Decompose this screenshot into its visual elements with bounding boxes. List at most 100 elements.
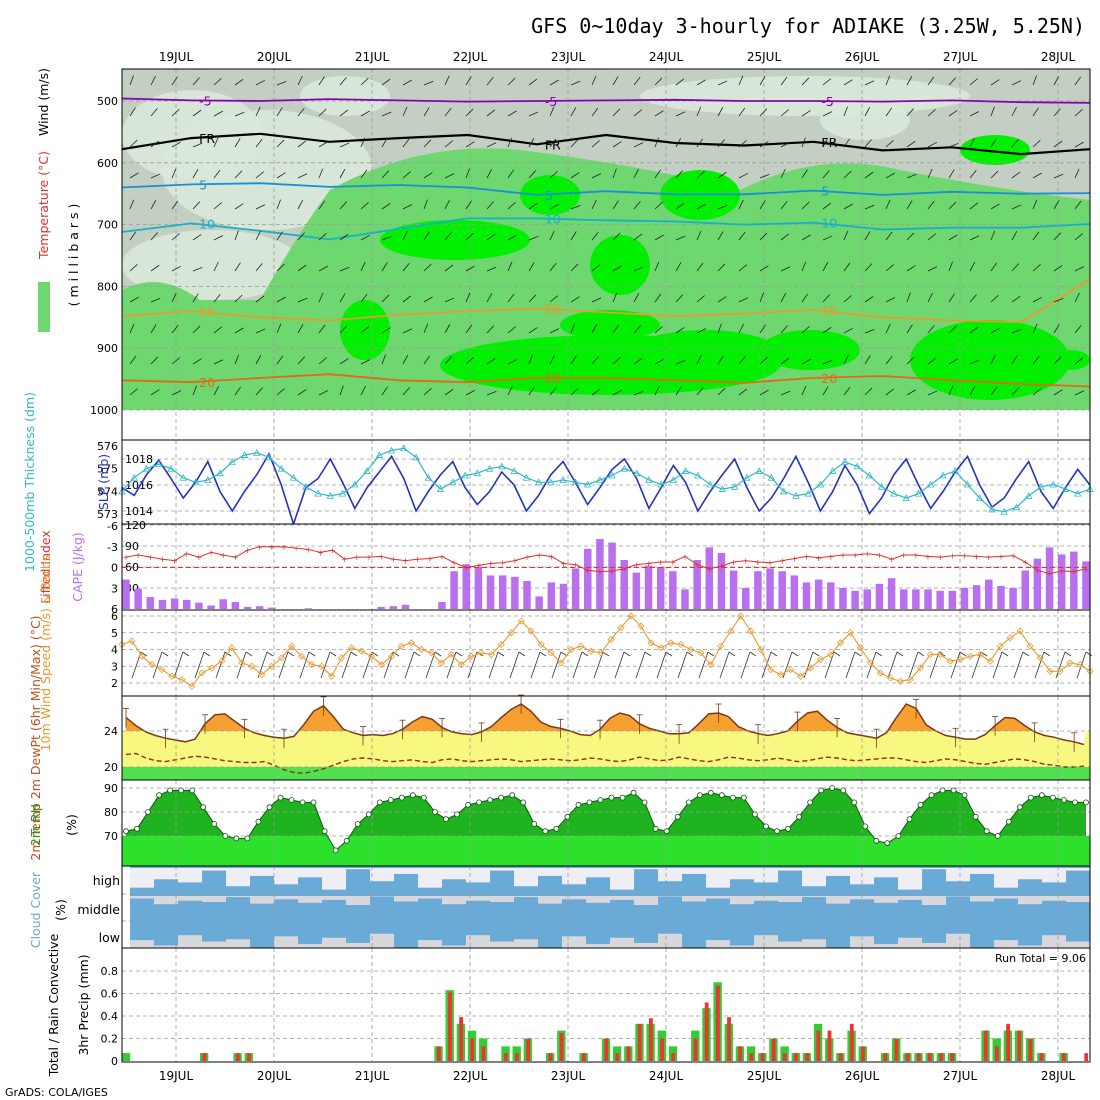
- wind-barb: [1011, 231, 1018, 241]
- wind-barb: [234, 170, 243, 179]
- rh2m-marker: [387, 797, 394, 803]
- rh2m-marker: [354, 821, 361, 827]
- thickness-marker: [976, 494, 984, 502]
- wind-barb: [192, 267, 203, 272]
- wind-barb: [507, 385, 513, 396]
- wind-barb: [654, 169, 661, 179]
- cloud-block: [274, 868, 298, 885]
- wind-barb: [423, 107, 430, 117]
- wind-barb: [1011, 295, 1021, 303]
- wind-barb: [528, 262, 535, 272]
- precip-convective-bar: [671, 1053, 676, 1061]
- slp-tick-label: 1016: [125, 479, 153, 492]
- cape-bar: [802, 582, 811, 609]
- surface-wind-barb: [581, 651, 589, 657]
- wind-barb: [150, 389, 160, 396]
- wind-barb: [717, 263, 726, 272]
- cloud-block: [754, 868, 778, 883]
- wind-barb: [801, 293, 809, 303]
- wind-barb: [927, 168, 933, 179]
- wind-barb: [1011, 171, 1021, 179]
- date-label-bottom: 28JUL: [1041, 1069, 1076, 1083]
- wind-speed-marker: [477, 649, 485, 657]
- wind-barb: [234, 327, 244, 334]
- surface-wind-barb: [833, 651, 841, 657]
- wind-speed-marker: [787, 666, 795, 674]
- thickness-marker: [767, 473, 776, 481]
- wind-barb: [822, 262, 829, 272]
- wind-barb: [192, 77, 200, 86]
- wind-barb: [633, 201, 641, 210]
- wind-barb: [1032, 75, 1037, 86]
- wind-barb: [507, 77, 516, 86]
- surface-wind-barb: [665, 651, 673, 657]
- rh2m-marker: [134, 825, 140, 832]
- wind-barb: [1074, 233, 1083, 241]
- surface-wind-barb: [425, 651, 436, 679]
- li-marker: +: [718, 562, 725, 571]
- li-marker: +: [354, 553, 361, 562]
- wind-barb: [360, 261, 366, 272]
- surface-wind-barb: [455, 651, 463, 657]
- li-marker: +: [572, 561, 579, 570]
- wind-speed-marker: [906, 676, 914, 684]
- precip-convective-bar: [916, 1053, 921, 1061]
- wind-barb: [171, 108, 180, 117]
- rh2m-marker: [950, 787, 957, 794]
- wind-barb: [654, 293, 662, 303]
- wind-barb: [402, 328, 413, 334]
- cloud-block: [298, 868, 322, 878]
- surface-wind-barb: [245, 651, 253, 657]
- wind-speed-marker: [377, 661, 386, 669]
- wind-barb: [360, 169, 368, 179]
- surface-wind-barb: [614, 651, 625, 679]
- wind-barb: [423, 139, 432, 148]
- wind-barb: [864, 263, 873, 272]
- li-axis-label: Lifted Index: [38, 530, 53, 604]
- isotherm-label: -5: [199, 93, 211, 108]
- cloud-block: [226, 868, 250, 887]
- cloud-block: [1018, 868, 1042, 880]
- wind-barb: [1011, 204, 1022, 210]
- wind-barb: [570, 139, 579, 148]
- wind-barb: [339, 201, 347, 210]
- wind-barb: [339, 142, 350, 148]
- thickness-marker: [522, 473, 531, 481]
- wind-barb: [696, 203, 706, 210]
- wind-barb: [192, 325, 201, 334]
- wind-barb: [171, 76, 178, 86]
- slp-panel-bg: [122, 440, 1090, 524]
- li-marker: +: [317, 548, 324, 557]
- cape-bar: [669, 571, 677, 609]
- cloud-block: [418, 940, 442, 950]
- wind-barb: [801, 326, 810, 334]
- wind-speed-marker: [367, 652, 376, 660]
- thickness-marker: [387, 446, 396, 454]
- rh2m-marker: [994, 833, 1001, 839]
- thickness-marker: [461, 471, 469, 479]
- date-label-bottom: 26JUL: [845, 1069, 880, 1083]
- isotherm-label: -5: [545, 94, 557, 109]
- wind-speed-marker: [757, 645, 765, 654]
- cape-bar: [1021, 570, 1029, 609]
- wind-barb: [990, 79, 1000, 86]
- cape-bar: [170, 598, 179, 609]
- cape-bar: [389, 606, 398, 609]
- wind-barb: [402, 79, 412, 86]
- wind-barb: [822, 111, 833, 117]
- wind-barb: [465, 292, 471, 303]
- wind-barb: [990, 262, 998, 272]
- wind-speed-marker: [567, 645, 575, 654]
- wind-barb: [486, 391, 497, 396]
- wind-speed-marker: [777, 671, 785, 679]
- wind-barb: [129, 296, 139, 303]
- thickness-marker: [559, 476, 567, 483]
- wind-barb: [780, 292, 787, 303]
- wind-barb: [801, 385, 807, 396]
- wind-speed-marker: [697, 649, 705, 657]
- precip-axis-label: 3hr Precip (mm): [76, 954, 91, 1055]
- li-marker: +: [913, 551, 920, 560]
- li-marker: +: [281, 543, 288, 552]
- rh-bright-patch: [380, 220, 530, 260]
- wind-barb: [654, 77, 663, 86]
